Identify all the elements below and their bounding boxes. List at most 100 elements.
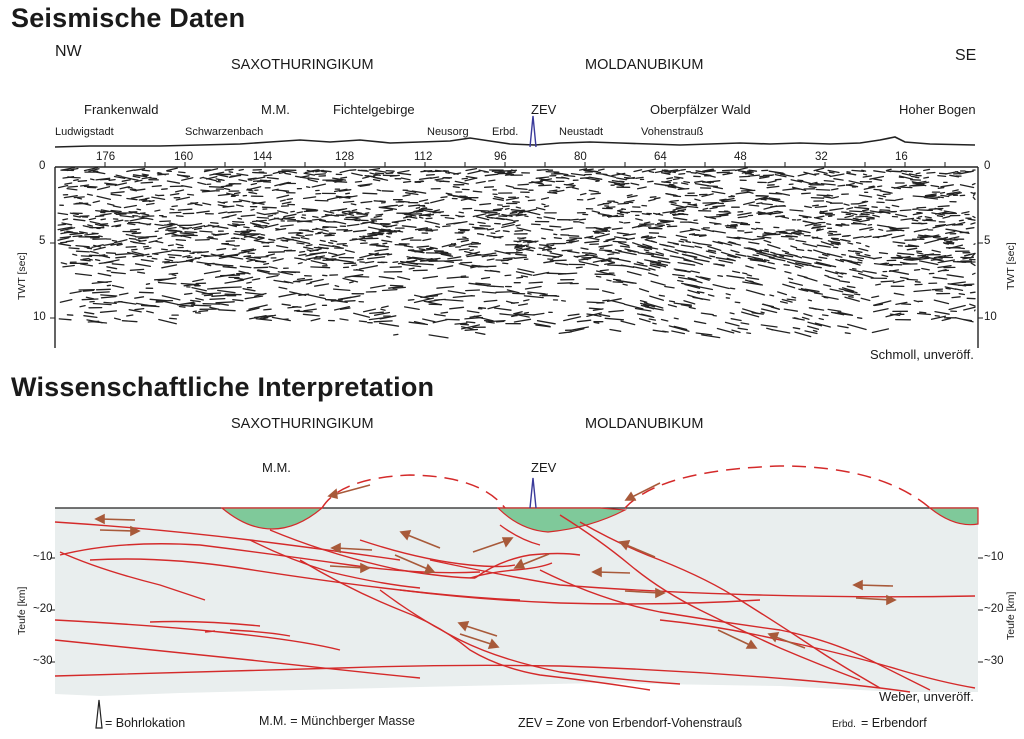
seismic-reflector — [648, 198, 656, 202]
seismic-reflector — [369, 311, 385, 315]
seismic-reflector — [673, 302, 693, 306]
seismic-reflector — [368, 253, 380, 256]
seismic-reflector — [339, 169, 350, 174]
seismic-reflector — [194, 257, 200, 260]
seismic-reflector — [72, 253, 78, 256]
seismic-reflector — [79, 304, 86, 308]
seismic-reflector — [182, 255, 191, 258]
seismic-reflector — [611, 227, 623, 230]
seismic-reflector — [712, 186, 724, 190]
seismic-reflector — [513, 187, 528, 191]
seismic-reflector — [381, 239, 393, 243]
seismic-reflector — [329, 208, 345, 212]
seismic-reflector — [252, 179, 267, 182]
seismic-reflector — [161, 264, 178, 269]
seismic-reflector — [673, 217, 688, 221]
seismic-reflector — [895, 198, 904, 201]
seismic-reflector — [694, 198, 701, 202]
seismic-reflector — [57, 184, 69, 189]
seismic-reflector — [641, 235, 650, 238]
seismic-reflector — [827, 169, 840, 174]
seismic-reflector — [807, 249, 813, 252]
seismic-reflector — [527, 199, 536, 202]
seismic-reflector — [745, 265, 754, 269]
seismic-reflector — [678, 212, 689, 216]
seismic-reflector — [171, 205, 178, 208]
seismic-reflector — [203, 177, 217, 182]
seismic-reflector — [388, 285, 404, 289]
profile-tick: 128 — [335, 151, 355, 163]
seismic-reflector — [151, 250, 172, 255]
seismic-reflector — [576, 319, 592, 323]
seismic-reflector — [897, 252, 915, 256]
seismic-reflector — [183, 292, 193, 295]
seismic-reflector — [673, 317, 679, 320]
seismic-reflector — [161, 188, 168, 190]
seismic-reflector — [597, 212, 613, 217]
seismic-reflector — [848, 180, 864, 185]
seismic-reflector — [767, 261, 775, 265]
seismic-reflector — [405, 215, 418, 219]
seismic-reflector — [523, 311, 530, 314]
seismic-reflector — [311, 183, 327, 188]
seismic-reflector — [560, 227, 574, 231]
seismic-reflector — [447, 256, 462, 260]
seismic-reflector — [58, 318, 72, 321]
seismic-reflector — [946, 274, 964, 278]
seismic-reflector — [547, 249, 552, 253]
seismic-reflector — [590, 192, 601, 195]
seismic-reflector — [645, 251, 664, 257]
seismic-reflector — [953, 221, 966, 226]
seismic-reflector — [607, 214, 619, 218]
seismic-reflector — [256, 216, 270, 219]
seismic-reflector — [857, 272, 874, 279]
seismic-reflector — [946, 191, 961, 195]
seismic-reflector — [95, 177, 111, 181]
seismic-reflector — [111, 263, 125, 266]
seismic-reflector — [456, 238, 469, 241]
seismic-title: Seismische Daten — [11, 3, 246, 33]
seismic-reflector — [563, 183, 576, 187]
seismic-reflector — [469, 314, 482, 318]
seismic-reflector — [72, 235, 83, 238]
seismic-reflector — [115, 256, 127, 259]
seismic-reflector — [100, 218, 107, 221]
seismic-reflector — [873, 188, 882, 191]
seismic-reflector — [310, 169, 319, 172]
seismic-reflector — [937, 265, 952, 269]
seismic-reflector — [665, 193, 677, 196]
seismic-reflector — [688, 306, 696, 310]
seismic-reflector — [434, 177, 444, 181]
seismic-reflector — [701, 334, 721, 339]
seismic-reflector — [216, 248, 227, 251]
seismic-reflector — [859, 219, 870, 223]
seismic-reflector — [445, 192, 453, 195]
seismic-reflector — [593, 226, 609, 231]
seismic-reflector — [614, 183, 626, 186]
seismic-reflector — [683, 258, 704, 266]
seismic-reflector — [100, 294, 118, 297]
seismic-reflector — [303, 210, 318, 213]
seismic-reflector — [543, 260, 554, 264]
seismic-reflector — [222, 201, 228, 204]
seismic-reflector — [810, 196, 825, 199]
seismic-reflector — [630, 182, 640, 186]
seismic-reflector — [710, 180, 721, 183]
seismic-reflector — [177, 208, 193, 211]
seismic-reflector — [110, 191, 125, 194]
seismic-reflector — [804, 222, 820, 227]
profile-tick: 112 — [414, 151, 433, 163]
seismic-reflector — [82, 289, 95, 292]
seismic-reflector — [351, 208, 358, 212]
seismic-reflector — [59, 236, 72, 239]
seismic-reflector — [199, 176, 205, 179]
seismic-reflector — [483, 186, 495, 188]
seismic-reflector — [343, 229, 353, 232]
seismic-reflector — [767, 180, 777, 184]
seismic-reflector — [869, 210, 882, 214]
seismic-reflector — [138, 291, 154, 294]
seismic-reflector — [134, 263, 152, 268]
seismic-reflector — [408, 204, 421, 207]
seismic-reflector — [440, 311, 449, 314]
seismic-reflector — [440, 196, 448, 199]
